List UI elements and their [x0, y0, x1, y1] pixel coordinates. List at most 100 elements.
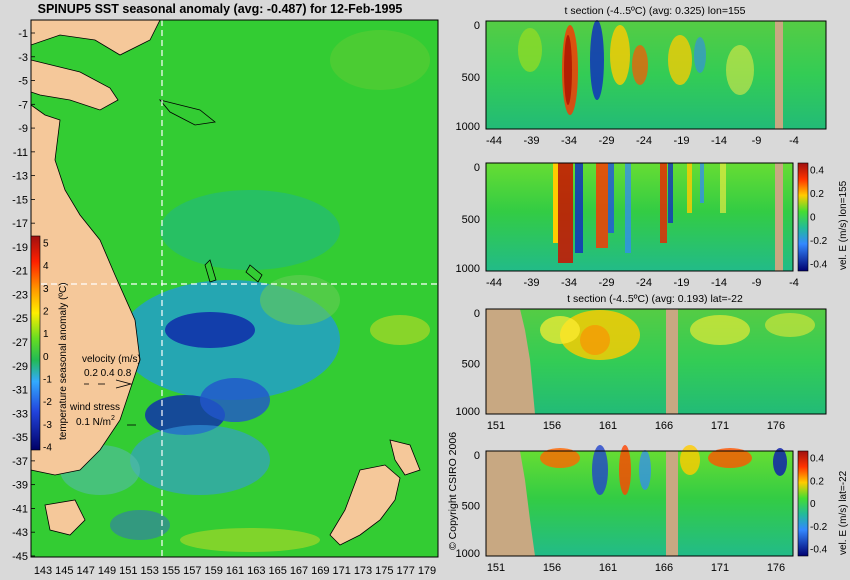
map-y-tick-label: -37 [12, 456, 28, 468]
section-x-tick-label: -39 [524, 277, 540, 289]
section-y-tick-label: 500 [462, 214, 480, 226]
map-y-tick-label: -41 [12, 503, 28, 515]
section-y-tick-label: 0 [474, 20, 480, 32]
map-y-tick-label: -9 [18, 123, 28, 135]
section-y-tick-label: 500 [462, 501, 480, 513]
velocity-legend-scale: 0.2 0.4 0.8 [84, 368, 132, 379]
map-x-tick-label: 177 [396, 565, 414, 577]
map-x-tick-label: 159 [204, 565, 222, 577]
velocity-colorbar-tick-label: -0.4 [810, 545, 828, 556]
velocity-colorbar-tick-label: 0 [810, 499, 816, 510]
section-x-tick-label: -24 [636, 135, 652, 147]
velocity-colorbar-tick-label: -0.4 [810, 260, 828, 271]
panel4-heatmap [485, 445, 794, 557]
colorbar-tick-label: -2 [43, 397, 52, 408]
copyright-text: © Copyright CSIRO 2006 [447, 432, 459, 550]
map-x-tick-label: 145 [55, 565, 73, 577]
section-x-tick-label: -14 [711, 135, 727, 147]
colorbar-tick-label: 4 [43, 261, 49, 272]
map-y-tick-label: -15 [12, 194, 28, 206]
panel1-title: t section (-4..5ºC) (avg: 0.325) lon=155 [565, 5, 746, 17]
panel1-axes: 0 500 1000 -44 -39 -34 -29 -24 -19 -14 -9 -4 [456, 20, 799, 147]
map-y-tick-label: -43 [12, 527, 28, 539]
section-x-tick-label: 166 [655, 562, 673, 574]
panel4-colorbar: 0.4 0.2 0 -0.2 -0.4 vel. E (m/s) lat=-22 [797, 450, 849, 557]
section-x-tick-label: 156 [543, 562, 561, 574]
section-y-tick-label: 1000 [456, 406, 480, 418]
section-x-tick-label: -4 [789, 277, 799, 289]
velocity-legend-label: velocity (m/s) [82, 354, 141, 365]
map-x-tick-label: 175 [375, 565, 393, 577]
colorbar-tick-label: 5 [43, 239, 49, 250]
map-y-axis: -1 -3 -5 -7 -9 -11 -13 -15 -17 -19 -21 -23 -25 -27 -29… [12, 28, 35, 563]
map-x-tick-label: 163 [247, 565, 265, 577]
panel4-colorbar-label: vel. E (m/s) lat=-22 [838, 470, 849, 555]
map-y-tick-label: -21 [12, 266, 28, 278]
section-x-tick-label: 151 [487, 420, 505, 432]
map-x-tick-label: 179 [418, 565, 436, 577]
map-x-tick-label: 173 [354, 565, 372, 577]
map-x-tick-label: 161 [226, 565, 244, 577]
velocity-colorbar-tick-label: -0.2 [810, 522, 828, 533]
map-y-tick-label: -29 [12, 361, 28, 373]
map-x-tick-label: 167 [290, 565, 308, 577]
section-y-tick-label: 1000 [456, 548, 480, 560]
section-x-tick-label: 171 [711, 420, 729, 432]
velocity-colorbar-tick-label: 0.4 [810, 454, 824, 465]
map-y-tick-label: -3 [18, 52, 28, 64]
section-x-tick-label: -29 [599, 277, 615, 289]
section-y-tick-label: 1000 [456, 121, 480, 133]
panel3-axes: 0 500 1000 151 156 161 166 171 176 [456, 308, 786, 432]
map-x-tick-label: 155 [162, 565, 180, 577]
velocity-colorbar-tick-label: 0.2 [810, 476, 824, 487]
panel3-heatmap [485, 308, 827, 415]
panel2-heatmap [485, 162, 794, 272]
colorbar-tick-label: -3 [43, 420, 52, 431]
wind-legend-label: wind stress [69, 402, 120, 413]
map-y-tick-label: -33 [12, 408, 28, 420]
map-x-tick-label: 149 [98, 565, 116, 577]
map-y-tick-label: -5 [18, 76, 28, 88]
section-y-tick-label: 0 [474, 308, 480, 320]
section-x-tick-label: -9 [752, 135, 762, 147]
section-x-tick-label: -44 [486, 135, 502, 147]
map-legend: velocity (m/s) 0.2 0.4 0.8 wind stress 0… [69, 354, 141, 428]
section-x-tick-label: -24 [636, 277, 652, 289]
map-y-tick-label: -25 [12, 313, 28, 325]
section-x-tick-label: -19 [674, 277, 690, 289]
map-y-tick-label: -27 [12, 337, 28, 349]
map-x-tick-label: 143 [34, 565, 52, 577]
map-y-tick-label: -11 [13, 147, 28, 159]
map-x-tick-label: 169 [311, 565, 329, 577]
colorbar-tick-label: 3 [43, 284, 49, 295]
section-y-tick-label: 500 [462, 72, 480, 84]
velocity-colorbar-tick-label: -0.2 [810, 236, 828, 247]
section-x-tick-label: -9 [752, 277, 762, 289]
section-x-tick-label: 151 [487, 562, 505, 574]
map-y-tick-label: -31 [12, 385, 28, 397]
section-x-tick-label: -44 [486, 277, 502, 289]
colorbar-tick-label: 1 [43, 329, 49, 340]
panel3-title: t section (-4..5ºC) (avg: 0.193) lat=-22 [567, 293, 743, 305]
panel2-colorbar-label: vel. E (m/s) lon=155 [838, 180, 849, 270]
section-x-tick-label: -29 [599, 135, 615, 147]
map-x-tick-label: 151 [119, 565, 137, 577]
colorbar-label: temperature seasonal anomaly (ºC) [58, 282, 69, 440]
colorbar-ticks: 5 4 3 2 1 0 -1 -2 -3 -4 [43, 239, 52, 454]
panel1-heatmap [485, 20, 827, 130]
velocity-colorbar-tick-label: 0.4 [810, 166, 824, 177]
map-colorbar: 5 4 3 2 1 0 -1 -2 -3 -4 temperature seasonal anom… [30, 235, 69, 454]
page-title: SPINUP5 SST seasonal anomaly (avg: -0.48… [37, 2, 403, 16]
map-y-tick-label: -13 [12, 171, 28, 183]
section-y-tick-label: 1000 [456, 263, 480, 275]
panel2-axes: 0 500 1000 -44 -39 -34 -29 -24 -19 -14 -9 -4 [456, 162, 799, 289]
colorbar-tick-label: -1 [43, 375, 52, 386]
wind-legend-scale: 0.1 N/m2 [76, 415, 115, 428]
map-y-tick-label: -7 [18, 99, 28, 111]
section-x-tick-label: -19 [674, 135, 690, 147]
section-x-tick-label: -4 [789, 135, 799, 147]
section-y-tick-label: 500 [462, 359, 480, 371]
section-x-tick-label: 166 [655, 420, 673, 432]
section-x-tick-label: 171 [711, 562, 729, 574]
